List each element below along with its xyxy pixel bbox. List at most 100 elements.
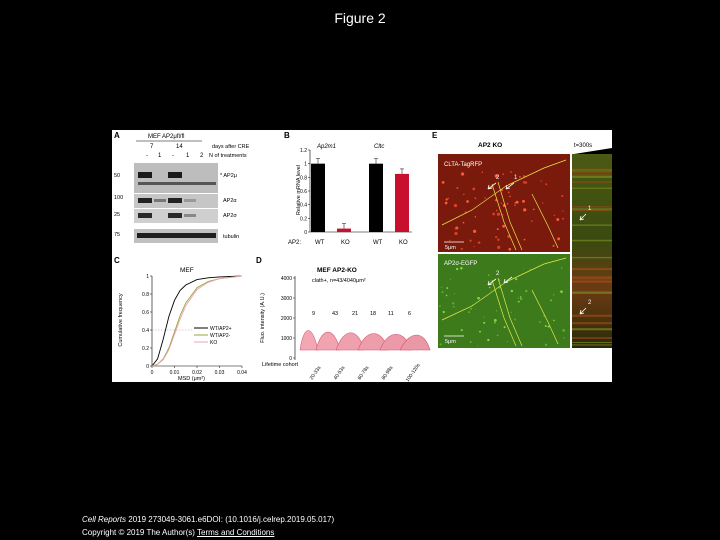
band-label-ap2alpha: AP2α xyxy=(223,198,237,204)
speckle xyxy=(474,197,477,200)
speckle xyxy=(493,321,497,324)
panel-c-letter: C xyxy=(114,256,120,265)
panel-d-cohort-5: 100-120s xyxy=(405,362,422,382)
speckle xyxy=(452,302,455,305)
y-tick-label: 1 xyxy=(146,274,149,280)
panel-c-legend: WT/AP2+WT/AP2-KO xyxy=(194,326,232,346)
speckle xyxy=(562,328,565,332)
speckle xyxy=(445,198,448,201)
panel-a-lane-3: - xyxy=(172,153,174,159)
y-tick-label: 1000 xyxy=(281,336,292,342)
panel-a-lane-4: 1 xyxy=(186,153,190,159)
trace xyxy=(315,331,341,351)
speckle xyxy=(449,278,452,280)
panel-a-day-14: 14 xyxy=(176,144,183,150)
speckle xyxy=(496,212,500,216)
streak xyxy=(572,206,612,208)
x-tick-label: 0.03 xyxy=(215,370,225,376)
streak xyxy=(572,181,612,183)
panel-a-days-label: days after CRE xyxy=(212,144,250,150)
speckle xyxy=(539,321,541,323)
citation: Cell Reports 2019 273049-3061.e6DOI: (10… xyxy=(82,515,334,524)
y-tick-label: 0 xyxy=(304,230,307,236)
panel-b-letter: B xyxy=(284,131,290,140)
panel-d-letter: D xyxy=(256,256,262,265)
series-line xyxy=(151,275,243,367)
y-tick-label: 0.8 xyxy=(142,292,149,298)
y-tick-label: 0.2 xyxy=(300,216,307,222)
speckle xyxy=(510,289,514,293)
terms-link[interactable]: Terms and Conditions xyxy=(197,528,275,537)
speckle xyxy=(556,218,560,222)
panel-a-header: MEF AP2μfl/fl xyxy=(148,134,184,140)
speckle xyxy=(544,324,547,327)
citation-journal: Cell Reports xyxy=(82,515,127,524)
streak xyxy=(572,187,612,189)
speckle xyxy=(552,244,555,247)
panel-e-time-label: t=300s xyxy=(574,143,592,149)
trace xyxy=(299,330,319,351)
streak xyxy=(572,175,612,178)
streak xyxy=(572,291,612,294)
panel-d-count-6: 6 xyxy=(408,311,411,317)
speckle xyxy=(550,299,552,302)
blot-band xyxy=(138,182,216,185)
series-line xyxy=(151,275,243,367)
panel-c-ylabel: Cumulative frequency xyxy=(118,293,124,346)
panel-b-ko-2: KO xyxy=(399,240,408,246)
panel-e-scalebar-2: 5μm xyxy=(445,339,456,345)
panel-b-yticks: 1.2 1 0.8 0.6 0.4 0.2 0 xyxy=(300,148,310,236)
slide-title: Figure 2 xyxy=(334,10,386,26)
arrow-icon xyxy=(487,182,497,190)
kymograph xyxy=(572,154,612,348)
speckle xyxy=(510,311,512,313)
panel-d-header: MEF AP2-KO xyxy=(317,267,357,274)
panel-a-treat-label: N of treatments xyxy=(209,153,247,159)
panel-b-wt-2: WT xyxy=(373,240,383,246)
streak xyxy=(572,328,612,331)
panel-c-lines xyxy=(151,275,243,367)
streak xyxy=(572,224,612,226)
streak xyxy=(572,342,612,344)
legend-label: WT/AP2+ xyxy=(210,326,232,332)
speckle xyxy=(562,210,564,212)
y-tick-label: 3000 xyxy=(281,296,292,302)
speckle xyxy=(455,267,459,271)
panel-d-count-1: 9 xyxy=(312,311,315,317)
streak xyxy=(572,314,612,317)
blot-band xyxy=(138,172,152,178)
panel-e-arrow-label-1a: 1 xyxy=(514,175,518,181)
blot-band xyxy=(168,198,182,203)
panel-b-ylabel: Relative mRNA level xyxy=(296,165,302,215)
speckle xyxy=(456,186,459,190)
y-tick-label: 0.4 xyxy=(300,203,307,209)
panel-d-cohort-3: 60-78s xyxy=(357,365,371,381)
speckle xyxy=(544,343,548,346)
panel-c-xlabel: MSD (μm²) xyxy=(178,376,205,382)
panel-b-bars xyxy=(311,158,409,232)
panel-b-gene1: Ap2m1 xyxy=(316,144,336,150)
speckle xyxy=(515,200,519,204)
speckle xyxy=(507,340,509,343)
streak xyxy=(572,281,612,283)
panel-a-marker-25: 25 xyxy=(114,212,120,218)
speckle xyxy=(479,330,481,333)
y-tick-label: 1.2 xyxy=(300,148,307,154)
speckle xyxy=(492,212,496,216)
panel-d-cohort-2: 40-53s xyxy=(333,365,347,381)
citation-details: 2019 273049-3061.e6DOI: (10.1016/j.celre… xyxy=(126,515,335,524)
panel-a-lane-5: 2 xyxy=(200,153,204,159)
copyright: Copyright © 2019 The Author(s) xyxy=(82,528,195,537)
arrow-icon xyxy=(579,213,587,221)
speckle xyxy=(514,318,517,321)
band-label-ap2mu: * AP2μ xyxy=(220,173,237,179)
panel-c-header: MEF xyxy=(180,267,194,274)
speckle xyxy=(473,245,475,248)
y-tick-label: 0.4 xyxy=(142,328,149,334)
streak xyxy=(572,256,612,259)
speckle xyxy=(509,195,511,198)
speckle xyxy=(560,290,563,293)
speckle xyxy=(487,338,490,342)
speckle xyxy=(563,336,565,339)
panel-e-arrow-label-2b: 2 xyxy=(496,271,500,277)
